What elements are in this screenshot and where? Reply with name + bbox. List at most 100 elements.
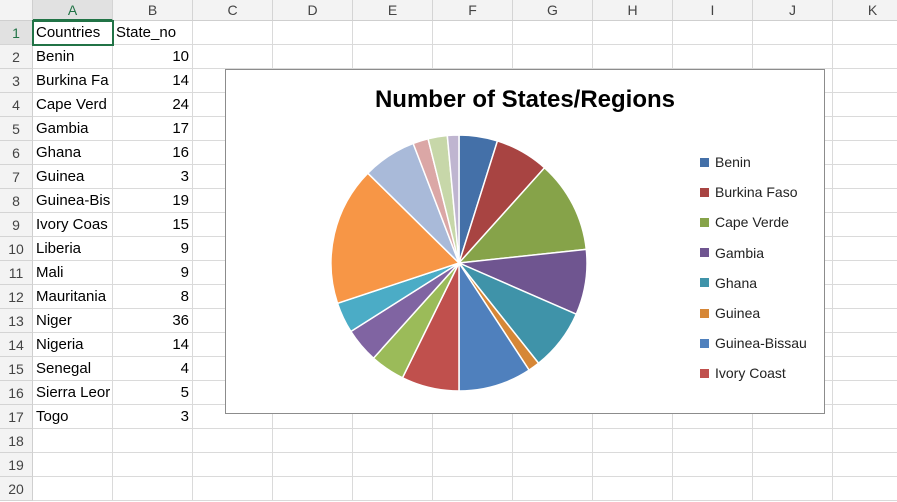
legend-item-burkina-faso[interactable]: Burkina Faso <box>700 182 797 202</box>
cell-k15[interactable] <box>833 357 897 381</box>
cell-k13[interactable] <box>833 309 897 333</box>
cell-i18[interactable] <box>673 429 753 453</box>
cell-b6[interactable]: 16 <box>113 141 193 165</box>
row-header-6[interactable]: 6 <box>0 141 33 165</box>
column-header-j[interactable]: J <box>753 0 833 21</box>
row-header-8[interactable]: 8 <box>0 189 33 213</box>
cell-i2[interactable] <box>673 45 753 69</box>
cell-k9[interactable] <box>833 213 897 237</box>
cell-a2[interactable]: Benin <box>33 45 113 69</box>
cell-c19[interactable] <box>193 453 273 477</box>
legend-item-guinea-bissau[interactable]: Guinea-Bissau <box>700 333 807 353</box>
cell-a15[interactable]: Senegal <box>33 357 113 381</box>
column-header-d[interactable]: D <box>273 0 353 21</box>
cell-d1[interactable] <box>273 21 353 45</box>
cell-g17[interactable] <box>513 405 593 429</box>
cell-b20[interactable] <box>113 477 193 501</box>
cell-k2[interactable] <box>833 45 897 69</box>
cell-g1[interactable] <box>513 21 593 45</box>
legend-item-guinea[interactable]: Guinea <box>700 303 760 323</box>
cell-e1[interactable] <box>353 21 433 45</box>
cell-a13[interactable]: Niger <box>33 309 113 333</box>
cell-h1[interactable] <box>593 21 673 45</box>
cell-i1[interactable] <box>673 21 753 45</box>
cell-f2[interactable] <box>433 45 513 69</box>
row-header-15[interactable]: 15 <box>0 357 33 381</box>
cell-b19[interactable] <box>113 453 193 477</box>
row-header-20[interactable]: 20 <box>0 477 33 501</box>
column-header-c[interactable]: C <box>193 0 273 21</box>
legend-item-ivory-coast[interactable]: Ivory Coast <box>700 363 786 383</box>
row-header-13[interactable]: 13 <box>0 309 33 333</box>
legend-item-cape-verde[interactable]: Cape Verde <box>700 212 789 232</box>
cell-h19[interactable] <box>593 453 673 477</box>
cell-a18[interactable] <box>33 429 113 453</box>
cell-e19[interactable] <box>353 453 433 477</box>
cell-c17[interactable] <box>193 405 273 429</box>
cell-h17[interactable] <box>593 405 673 429</box>
cell-d19[interactable] <box>273 453 353 477</box>
cell-b2[interactable]: 10 <box>113 45 193 69</box>
legend-item-gambia[interactable]: Gambia <box>700 243 764 263</box>
cell-b13[interactable]: 36 <box>113 309 193 333</box>
cell-d18[interactable] <box>273 429 353 453</box>
cell-b10[interactable]: 9 <box>113 237 193 261</box>
cell-c18[interactable] <box>193 429 273 453</box>
pie-slice-niger[interactable] <box>330 172 461 305</box>
cell-a9[interactable]: Ivory Coas <box>33 213 113 237</box>
row-header-7[interactable]: 7 <box>0 165 33 189</box>
cell-k20[interactable] <box>833 477 897 501</box>
cell-j1[interactable] <box>753 21 833 45</box>
cell-b12[interactable]: 8 <box>113 285 193 309</box>
cell-k10[interactable] <box>833 237 897 261</box>
cell-d17[interactable] <box>273 405 353 429</box>
cell-k19[interactable] <box>833 453 897 477</box>
cell-a14[interactable]: Nigeria <box>33 333 113 357</box>
cell-k12[interactable] <box>833 285 897 309</box>
cell-d20[interactable] <box>273 477 353 501</box>
cell-i19[interactable] <box>673 453 753 477</box>
pie-chart[interactable]: Number of States/Regions Benin Burkina Fa… <box>225 69 825 414</box>
select-all-corner[interactable] <box>0 0 33 21</box>
legend-item-ghana[interactable]: Ghana <box>700 273 757 293</box>
cell-b14[interactable]: 14 <box>113 333 193 357</box>
row-header-16[interactable]: 16 <box>0 381 33 405</box>
cell-j20[interactable] <box>753 477 833 501</box>
cell-k5[interactable] <box>833 117 897 141</box>
column-header-e[interactable]: E <box>353 0 433 21</box>
column-header-g[interactable]: G <box>513 0 593 21</box>
cell-b4[interactable]: 24 <box>113 93 193 117</box>
cell-f19[interactable] <box>433 453 513 477</box>
cell-a11[interactable]: Mali <box>33 261 113 285</box>
cell-a4[interactable]: Cape Verd <box>33 93 113 117</box>
row-header-9[interactable]: 9 <box>0 213 33 237</box>
cell-f18[interactable] <box>433 429 513 453</box>
cell-b8[interactable]: 19 <box>113 189 193 213</box>
cell-h2[interactable] <box>593 45 673 69</box>
cell-c2[interactable] <box>193 45 273 69</box>
row-header-10[interactable]: 10 <box>0 237 33 261</box>
cell-f20[interactable] <box>433 477 513 501</box>
row-header-19[interactable]: 19 <box>0 453 33 477</box>
cell-a19[interactable] <box>33 453 113 477</box>
cell-k3[interactable] <box>833 69 897 93</box>
row-header-17[interactable]: 17 <box>0 405 33 429</box>
cell-h18[interactable] <box>593 429 673 453</box>
cell-k11[interactable] <box>833 261 897 285</box>
cell-g20[interactable] <box>513 477 593 501</box>
cell-b7[interactable]: 3 <box>113 165 193 189</box>
cell-e17[interactable] <box>353 405 433 429</box>
cell-b9[interactable]: 15 <box>113 213 193 237</box>
column-header-f[interactable]: F <box>433 0 513 21</box>
cell-a1[interactable]: Countries <box>32 20 114 46</box>
cell-e18[interactable] <box>353 429 433 453</box>
cell-k16[interactable] <box>833 381 897 405</box>
cell-b3[interactable]: 14 <box>113 69 193 93</box>
cell-h20[interactable] <box>593 477 673 501</box>
cell-b1[interactable]: State_no <box>113 21 193 45</box>
row-header-1[interactable]: 1 <box>0 21 33 45</box>
cell-b15[interactable]: 4 <box>113 357 193 381</box>
row-header-18[interactable]: 18 <box>0 429 33 453</box>
cell-f17[interactable] <box>433 405 513 429</box>
row-header-11[interactable]: 11 <box>0 261 33 285</box>
